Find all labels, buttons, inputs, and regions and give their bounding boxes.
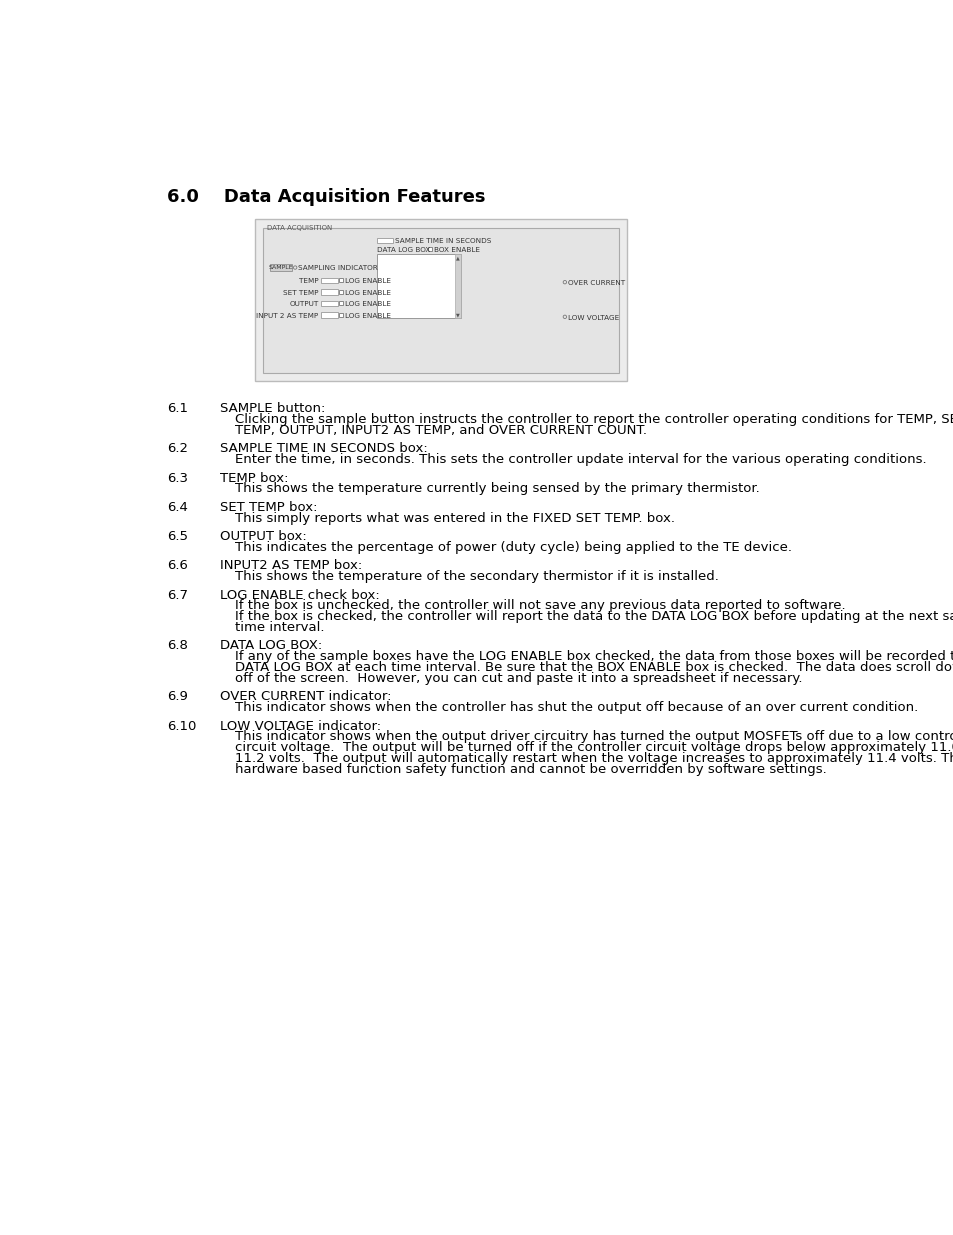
FancyBboxPatch shape (339, 278, 343, 282)
FancyBboxPatch shape (320, 312, 337, 317)
Text: LOG ENABLE: LOG ENABLE (344, 312, 391, 319)
FancyBboxPatch shape (320, 300, 337, 306)
Text: 6.8: 6.8 (167, 640, 188, 652)
Text: INPUT2 AS TEMP box:: INPUT2 AS TEMP box: (220, 559, 362, 572)
Text: This simply reports what was entered in the FIXED SET TEMP. box.: This simply reports what was entered in … (235, 511, 675, 525)
Text: DATA ACQUISITION: DATA ACQUISITION (267, 225, 333, 231)
Text: OUTPUT: OUTPUT (289, 301, 318, 308)
Text: This shows the temperature currently being sensed by the primary thermistor.: This shows the temperature currently bei… (235, 483, 760, 495)
Text: TEMP box:: TEMP box: (220, 472, 288, 484)
FancyBboxPatch shape (320, 278, 337, 283)
Text: LOW VOLTAGE: LOW VOLTAGE (567, 315, 618, 321)
Text: SET TEMP box:: SET TEMP box: (220, 501, 317, 514)
Text: INPUT 2 AS TEMP: INPUT 2 AS TEMP (256, 312, 318, 319)
FancyBboxPatch shape (339, 301, 343, 305)
Text: 6.6: 6.6 (167, 559, 188, 572)
Text: SAMPLE TIME IN SECONDS box:: SAMPLE TIME IN SECONDS box: (220, 442, 427, 456)
Text: This indicator shows when the controller has shut the output off because of an o: This indicator shows when the controller… (235, 701, 918, 714)
Text: LOG ENABLE: LOG ENABLE (344, 278, 391, 284)
Text: This indicates the percentage of power (duty cycle) being applied to the TE devi: This indicates the percentage of power (… (235, 541, 792, 555)
Text: 6.2: 6.2 (167, 442, 188, 456)
Text: OUTPUT box:: OUTPUT box: (220, 530, 307, 543)
Text: off of the screen.  However, you can cut and paste it into a spreadsheet if nece: off of the screen. However, you can cut … (235, 672, 802, 684)
FancyBboxPatch shape (377, 237, 393, 243)
Text: TEMP: TEMP (298, 278, 318, 284)
Text: LOG ENABLE check box:: LOG ENABLE check box: (220, 589, 379, 601)
Text: SAMPLING INDICATOR: SAMPLING INDICATOR (298, 266, 377, 272)
Text: DATA LOG BOX:: DATA LOG BOX: (220, 640, 322, 652)
Text: time interval.: time interval. (235, 621, 325, 634)
Text: 11.2 volts.  The output will automatically restart when the voltage increases to: 11.2 volts. The output will automaticall… (235, 752, 953, 764)
Text: SAMPLE: SAMPLE (269, 266, 294, 270)
Text: ▼: ▼ (456, 312, 459, 317)
Text: TEMP, OUTPUT, INPUT2 AS TEMP, and OVER CURRENT COUNT.: TEMP, OUTPUT, INPUT2 AS TEMP, and OVER C… (235, 424, 647, 437)
FancyBboxPatch shape (339, 312, 343, 317)
Text: SAMPLE TIME IN SECONDS: SAMPLE TIME IN SECONDS (395, 238, 491, 245)
Text: OVER CURRENT: OVER CURRENT (567, 280, 624, 287)
Circle shape (294, 266, 296, 269)
Text: ▲: ▲ (456, 256, 459, 261)
Text: If the box is checked, the controller will report the data to the DATA LOG BOX b: If the box is checked, the controller wi… (235, 610, 953, 624)
Text: 6.3: 6.3 (167, 472, 188, 484)
Text: If any of the sample boxes have the LOG ENABLE box checked, the data from those : If any of the sample boxes have the LOG … (235, 651, 953, 663)
Text: SAMPLE button:: SAMPLE button: (220, 403, 325, 415)
Text: 6.1: 6.1 (167, 403, 188, 415)
Text: 6.9: 6.9 (167, 690, 188, 703)
FancyBboxPatch shape (270, 264, 292, 270)
Circle shape (562, 315, 566, 319)
Text: LOG ENABLE: LOG ENABLE (344, 290, 391, 296)
Text: 6.7: 6.7 (167, 589, 188, 601)
Text: LOG ENABLE: LOG ENABLE (344, 301, 391, 308)
Text: 6.5: 6.5 (167, 530, 188, 543)
FancyBboxPatch shape (428, 247, 432, 251)
Text: This shows the temperature of the secondary thermistor if it is installed.: This shows the temperature of the second… (235, 571, 719, 583)
Text: DATA LOG BOX at each time interval. Be sure that the BOX ENABLE box is checked. : DATA LOG BOX at each time interval. Be s… (235, 661, 953, 674)
FancyBboxPatch shape (262, 228, 618, 373)
Text: 6.10: 6.10 (167, 720, 196, 732)
Text: 6.4: 6.4 (167, 501, 188, 514)
FancyBboxPatch shape (320, 289, 337, 294)
Text: 6.0    Data Acquisition Features: 6.0 Data Acquisition Features (167, 188, 485, 206)
Text: circuit voltage.  The output will be turned off if the controller circuit voltag: circuit voltage. The output will be turn… (235, 741, 953, 755)
Text: If the box is unchecked, the controller will not save any previous data reported: If the box is unchecked, the controller … (235, 599, 845, 613)
Circle shape (562, 280, 566, 284)
FancyBboxPatch shape (339, 290, 343, 294)
FancyBboxPatch shape (377, 254, 460, 317)
FancyBboxPatch shape (254, 219, 626, 380)
Text: BOX ENABLE: BOX ENABLE (434, 247, 479, 253)
Text: Clicking the sample button instructs the controller to report the controller ope: Clicking the sample button instructs the… (235, 412, 953, 426)
FancyBboxPatch shape (455, 254, 460, 317)
Text: LOW VOLTAGE indicator:: LOW VOLTAGE indicator: (220, 720, 381, 732)
Text: Enter the time, in seconds. This sets the controller update interval for the var: Enter the time, in seconds. This sets th… (235, 453, 926, 466)
Text: This indicator shows when the output driver circuitry has turned the output MOSF: This indicator shows when the output dri… (235, 730, 953, 743)
Text: DATA LOG BOX: DATA LOG BOX (377, 247, 430, 253)
Text: hardware based function safety function and cannot be overridden by software set: hardware based function safety function … (235, 763, 826, 776)
Text: OVER CURRENT indicator:: OVER CURRENT indicator: (220, 690, 391, 703)
Text: SET TEMP: SET TEMP (283, 290, 318, 296)
